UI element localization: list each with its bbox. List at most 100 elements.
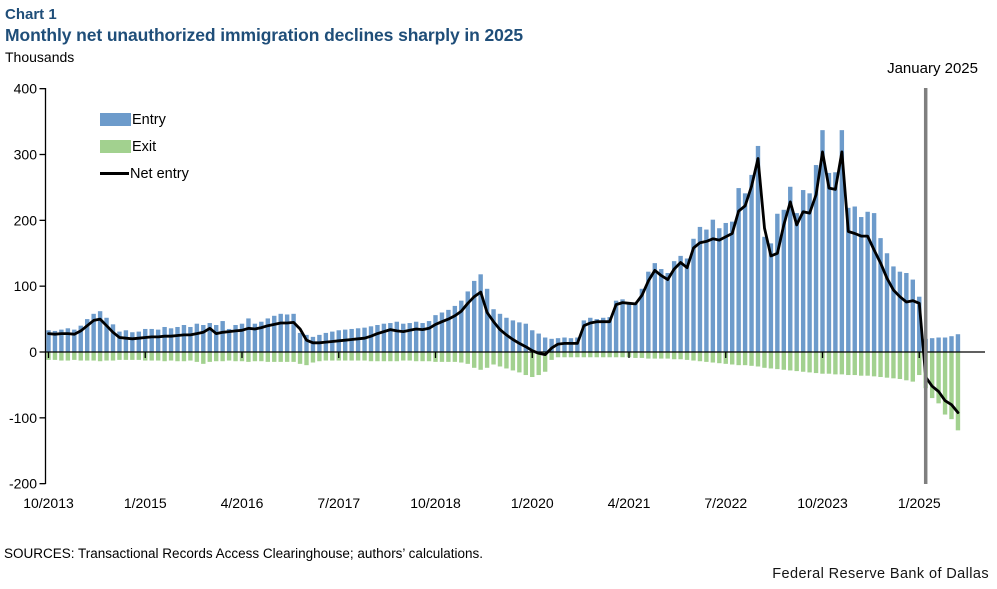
y-tick-label: -100 [9,410,37,426]
entry-bar [755,145,761,352]
exit-bar [175,352,180,362]
exit-bar [472,352,477,368]
exit-bar [330,352,335,361]
exit-bar [188,352,193,361]
exit-bar [297,352,303,364]
entry-bar [684,258,690,352]
entry-bar [807,193,812,352]
exit-bar [871,352,877,377]
legend: Entry Exit Net entry [100,106,189,187]
entry-bar [717,228,722,352]
exit-bar [252,352,258,362]
entry-bar [742,193,748,352]
entry-bar [671,261,677,352]
entry-bar [407,323,412,352]
exit-bar [530,352,535,378]
entry-bar [878,238,883,352]
exit-bar [207,352,212,362]
entry-bar [859,217,864,352]
exit-bar [755,352,761,367]
exit-bar [710,352,716,363]
entry-bar [452,305,458,352]
exit-bar [426,352,432,362]
entry-bar [78,325,83,352]
entry-bar [246,318,251,352]
entry-bar [826,172,832,352]
entry-bar [949,336,954,352]
exit-bar [407,352,412,361]
exit-bar [368,352,374,362]
entry-bar [813,165,819,352]
legend-exit-label: Exit [132,138,157,155]
entry-swatch-icon [100,113,131,126]
entry-bar [601,317,606,352]
entry-bar [549,338,554,352]
entry-bar [510,320,516,352]
exit-bar [420,352,425,362]
entry-bar [820,130,825,352]
x-tick-label: 4/2021 [608,495,651,511]
entry-bar [46,330,51,352]
exit-bar [678,352,683,360]
exit-bar [807,352,812,373]
exit-bar [478,352,483,370]
exit-bar [633,352,638,358]
exit-bar [955,352,961,431]
entry-bar [175,326,180,352]
exit-bar [542,352,548,372]
exit-bar [949,352,954,420]
exit-bar [942,352,948,415]
entry-bar [839,130,845,352]
entry-bar [530,330,535,352]
entry-bar [794,213,799,352]
exit-bar [310,352,316,363]
entry-bar [433,315,438,352]
exit-bar [304,352,309,366]
entry-bar [929,338,935,352]
exit-bar [646,352,651,359]
exit-swatch-icon [100,140,131,153]
exit-bar [72,352,77,360]
exit-bar [162,352,167,362]
entry-bar [736,188,741,352]
exit-bar [349,352,354,361]
exit-bar [278,352,283,362]
exit-bar [594,352,599,358]
exit-bar [788,352,793,371]
entry-bar [484,288,490,352]
exit-bar [691,352,696,361]
entry-bar [781,209,786,352]
entry-bar [865,211,870,352]
entry-bar [426,321,432,352]
exit-bar [800,352,806,372]
exit-bar [323,352,329,361]
exit-bar [504,352,509,369]
entry-bar [394,321,399,352]
exit-bar [826,352,832,374]
january-2025-annotation: January 2025 [887,60,978,77]
exit-bar [697,352,703,362]
y-tick-label: 200 [14,212,38,228]
legend-entry-label: Entry [132,111,166,128]
entry-bar [72,329,77,352]
exit-bar [181,352,187,362]
entry-bar [188,326,193,352]
exit-bar [749,352,754,366]
brand-signature: Federal Reserve Bank of Dallas [772,566,989,582]
entry-bar [304,334,309,352]
entry-bar [955,334,961,352]
entry-bar [536,333,541,352]
exit-bar [620,352,625,358]
x-tick-label: 7/2017 [317,495,360,511]
entry-bar [568,338,574,352]
exit-bar [110,352,116,361]
exit-bar [846,352,851,376]
entry-bar [278,313,283,352]
x-tick-label: 4/2016 [221,495,264,511]
x-tick-label: 1/2025 [898,495,941,511]
entry-bar [401,323,406,352]
exit-bar [652,352,657,359]
entry-bar [942,337,948,352]
exit-bar [259,352,264,362]
exit-bar [929,352,935,399]
